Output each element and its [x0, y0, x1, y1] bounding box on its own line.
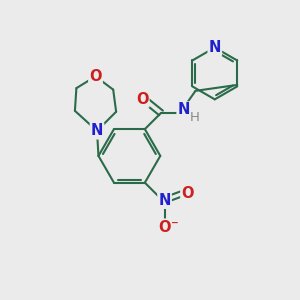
- Text: N: N: [158, 193, 171, 208]
- Text: O: O: [158, 220, 171, 235]
- Text: O: O: [89, 69, 102, 84]
- Text: ⁻: ⁻: [171, 218, 179, 233]
- Text: H: H: [190, 111, 200, 124]
- Text: O: O: [136, 92, 148, 106]
- Text: O: O: [181, 186, 194, 201]
- Text: N: N: [178, 103, 190, 118]
- Text: N: N: [208, 40, 221, 55]
- Text: N: N: [91, 123, 103, 138]
